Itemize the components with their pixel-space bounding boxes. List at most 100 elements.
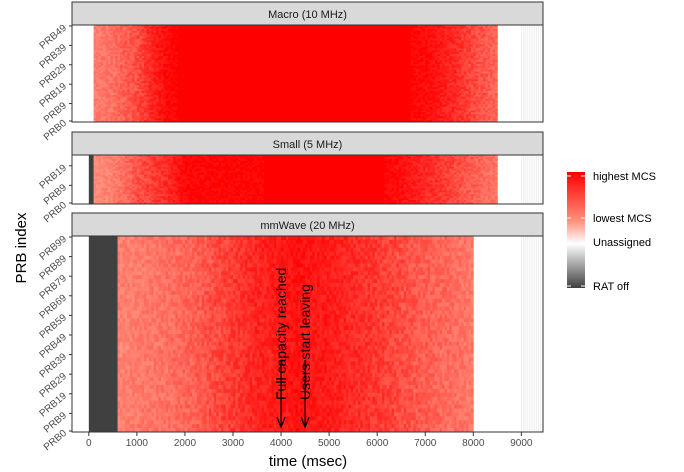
heat-cell [276,81,280,84]
heat-cell [324,108,328,111]
heat-cell [134,98,138,102]
heat-cell [271,34,275,38]
heat-cell [120,25,123,28]
heat-cell [103,85,107,88]
heat-cell [180,120,183,123]
heat-cell [259,36,263,39]
heat-cell [218,38,222,41]
heat-cell [321,106,325,109]
heat-cell [151,102,155,105]
heat-cell [237,26,241,30]
heat-cell [96,73,99,76]
heat-cell [276,83,280,86]
heat-cell [245,44,248,47]
heat-cell [187,32,191,36]
heat-cell [206,90,210,94]
heat-cell [237,34,241,38]
heat-cell [271,42,275,45]
heat-cell [300,26,304,30]
heat-cell [117,69,121,72]
heat-cell [199,118,203,121]
heat-cell [120,67,123,71]
heat-cell [247,71,251,74]
heat-cell [220,83,224,86]
heat-cell [285,116,289,119]
heat-cell [307,116,311,119]
heat-cell [93,46,97,49]
heat-cell [96,83,99,86]
heat-cell [170,75,174,78]
heat-cell [329,87,332,90]
heat-cell [302,50,306,53]
heat-cell [276,30,280,34]
heat-cell [240,102,244,105]
heat-cell [110,98,114,102]
heat-cell [148,120,152,123]
heat-cell [309,34,313,38]
heat-cell [276,54,280,57]
heat-cell [117,42,121,45]
heat-cell [199,25,203,28]
heat-cell [163,42,167,45]
heat-cell [235,108,239,111]
heat-cell [110,26,114,30]
heat-cell [93,75,97,78]
heat-cell [141,116,145,119]
heat-cell [216,114,219,117]
heat-cell [194,28,198,32]
heat-cell [105,57,109,61]
heat-cell [288,40,292,43]
heat-cell [233,79,236,82]
heat-cell [160,98,164,102]
heat-cell [285,75,289,78]
heat-cell [180,42,183,45]
heat-cell [153,34,157,38]
heat-cell [196,118,200,121]
heat-cell [237,25,241,28]
heat-cell [146,108,150,111]
heat-cell [112,85,116,88]
heat-cell [266,108,270,111]
heat-cell [249,65,253,69]
heat-cell [136,59,140,63]
heat-cell [144,102,147,105]
heat-cell [168,83,171,86]
heat-cell [194,108,198,111]
heat-cell [98,69,102,72]
heat-cell [168,104,171,107]
heat-cell [177,30,181,34]
heat-cell [307,92,311,96]
heat-cell [196,42,200,45]
heat-cell [281,90,284,94]
heat-cell [266,120,270,123]
heat-cell [108,32,111,36]
heat-cell [312,54,316,57]
heat-cell [223,71,227,74]
heat-cell [144,48,147,51]
heat-cell [105,32,109,36]
heat-cell [278,75,282,78]
heat-cell [141,85,145,88]
heat-cell [288,106,292,109]
heat-cell [319,38,323,41]
heat-cell [324,63,328,67]
heat-cell [220,94,224,98]
heat-cell [300,46,304,49]
heat-cell [158,48,162,51]
heat-cell [247,34,251,38]
heat-cell [300,28,304,32]
heat-cell [170,52,174,55]
heat-cell [249,61,253,65]
heat-cell [230,108,234,111]
heat-cell [156,46,159,49]
heat-cell [269,50,272,53]
heat-cell [129,38,133,41]
heat-cell [206,46,210,49]
heat-cell [192,52,195,55]
heat-cell [148,110,152,113]
heat-cell [283,75,287,78]
heat-cell [163,104,167,107]
heat-cell [254,90,258,94]
heat-cell [148,89,152,92]
heat-cell [266,67,270,71]
